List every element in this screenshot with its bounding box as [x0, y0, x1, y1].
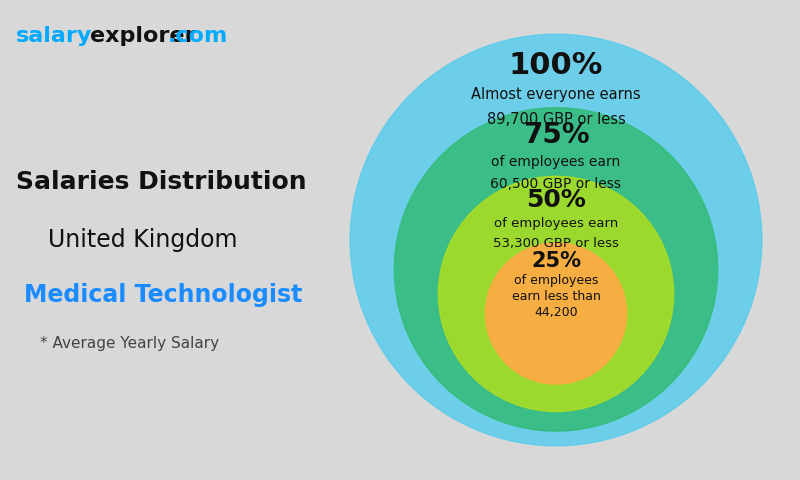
Text: of employees earn: of employees earn	[494, 217, 618, 230]
Circle shape	[394, 108, 718, 431]
Text: 100%: 100%	[509, 51, 603, 80]
Text: earn less than: earn less than	[511, 290, 601, 303]
Text: 75%: 75%	[522, 121, 590, 149]
Text: explorer: explorer	[90, 26, 195, 47]
Text: 25%: 25%	[531, 251, 581, 271]
Text: Salaries Distribution: Salaries Distribution	[16, 170, 306, 194]
Text: * Average Yearly Salary: * Average Yearly Salary	[40, 336, 219, 351]
Circle shape	[438, 176, 674, 411]
Circle shape	[350, 34, 762, 446]
Text: 60,500 GBP or less: 60,500 GBP or less	[490, 177, 622, 191]
Text: .com: .com	[168, 26, 228, 47]
Circle shape	[486, 243, 626, 384]
Text: 50%: 50%	[526, 188, 586, 212]
Text: 89,700 GBP or less: 89,700 GBP or less	[486, 112, 626, 128]
Text: United Kingdom: United Kingdom	[48, 228, 238, 252]
Text: salary: salary	[16, 26, 92, 47]
Text: Medical Technologist: Medical Technologist	[24, 283, 302, 307]
Text: 53,300 GBP or less: 53,300 GBP or less	[493, 237, 619, 250]
Text: Almost everyone earns: Almost everyone earns	[471, 87, 641, 102]
Text: 44,200: 44,200	[534, 306, 578, 319]
Text: of employees: of employees	[514, 274, 598, 287]
Text: of employees earn: of employees earn	[491, 155, 621, 168]
